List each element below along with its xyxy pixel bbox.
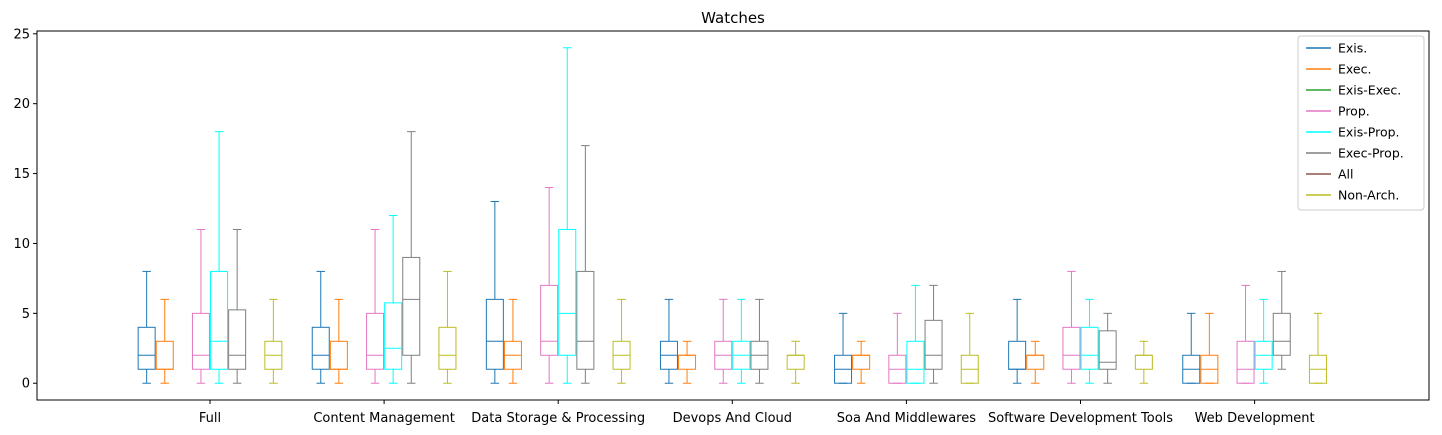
box-1-1 xyxy=(329,298,348,384)
box-body xyxy=(384,302,403,370)
box-7-0 xyxy=(264,298,283,384)
y-tick-label: 10 xyxy=(13,237,30,252)
box-3-5 xyxy=(1062,270,1081,384)
box-1-6 xyxy=(1200,312,1219,384)
box-0-5 xyxy=(1008,298,1027,384)
y-tick-label: 15 xyxy=(13,167,30,182)
y-tick-label: 5 xyxy=(22,307,30,322)
box-5-3 xyxy=(750,298,769,384)
box-5-0 xyxy=(228,228,247,384)
box-body xyxy=(210,270,229,370)
box-body xyxy=(678,354,697,370)
box-4-6 xyxy=(1254,298,1273,384)
y-tick-label: 0 xyxy=(22,377,30,392)
box-body xyxy=(558,228,577,356)
x-tick-label: Soa And Middlewares xyxy=(837,411,976,426)
y-tick-label: 20 xyxy=(13,97,30,112)
box-body xyxy=(540,284,559,356)
box-0-3 xyxy=(659,298,678,384)
x-tick-label: Content Management xyxy=(313,411,454,426)
x-tick-label: Software Development Tools xyxy=(988,411,1173,426)
box-body xyxy=(1062,326,1081,370)
box-0-0 xyxy=(137,270,156,384)
box-3-4 xyxy=(888,312,907,384)
x-tick-label: Web Development xyxy=(1195,411,1315,426)
x-tick-label: Full xyxy=(199,411,221,426)
y-tick-label: 25 xyxy=(13,27,30,42)
legend-label: Non-Arch. xyxy=(1338,188,1399,203)
box-7-5 xyxy=(1134,340,1153,384)
box-7-2 xyxy=(612,298,631,384)
box-body xyxy=(852,354,871,370)
box-1-5 xyxy=(1026,340,1045,384)
box-body xyxy=(366,312,385,370)
box-body xyxy=(137,326,156,370)
box-body xyxy=(155,340,174,370)
box-4-0 xyxy=(210,131,229,384)
legend-label: Exec. xyxy=(1338,62,1371,77)
legend-label: Exis-Prop. xyxy=(1338,125,1400,140)
box-5-1 xyxy=(402,131,421,384)
box-body xyxy=(1008,340,1027,370)
box-5-4 xyxy=(924,284,943,384)
legend-label: Exis. xyxy=(1338,41,1367,56)
box-3-0 xyxy=(191,228,210,384)
plot-marks xyxy=(137,47,1327,384)
box-body xyxy=(906,340,925,384)
box-body xyxy=(1272,312,1291,356)
y-axis: 0 5 10 15 20 25 xyxy=(13,27,37,392)
box-body xyxy=(1026,354,1045,370)
box-body xyxy=(1098,330,1117,370)
box-1-2 xyxy=(503,298,522,384)
box-4-3 xyxy=(732,298,751,384)
box-0-2 xyxy=(485,201,504,384)
box-body xyxy=(1236,340,1255,384)
box-3-6 xyxy=(1236,284,1255,384)
chart-title: Watches xyxy=(701,9,765,27)
legend-box xyxy=(1297,35,1425,211)
box-1-4 xyxy=(852,340,871,384)
box-0-1 xyxy=(311,270,330,384)
box-0-6 xyxy=(1182,312,1201,384)
legend-label: All xyxy=(1338,167,1354,182)
box-7-4 xyxy=(960,312,979,384)
box-body xyxy=(1080,326,1099,370)
box-5-5 xyxy=(1098,312,1117,384)
legend-label: Exec-Prop. xyxy=(1338,146,1404,161)
x-axis: Full Content Management Data Storage & Pro… xyxy=(199,400,1315,426)
box-3-3 xyxy=(714,298,733,384)
box-1-3 xyxy=(678,340,697,384)
box-body xyxy=(576,270,595,370)
box-body xyxy=(311,326,330,370)
box-5-2 xyxy=(576,145,595,384)
box-body xyxy=(191,312,210,370)
legend-label: Prop. xyxy=(1338,104,1370,119)
box-3-2 xyxy=(540,187,559,384)
legend: Exis. Exec. Exis-Exec. Prop. Exis-Prop. Exec-… xyxy=(1297,35,1425,211)
box-5-6 xyxy=(1272,270,1291,370)
box-4-5 xyxy=(1080,298,1099,384)
legend-label: Exis-Exec. xyxy=(1338,83,1401,98)
x-tick-label: Data Storage & Processing xyxy=(471,411,645,426)
box-4-2 xyxy=(558,47,577,384)
box-0-4 xyxy=(834,312,853,384)
box-body xyxy=(1134,354,1153,370)
box-body xyxy=(786,354,805,370)
box-body xyxy=(924,319,943,370)
box-body xyxy=(402,256,421,356)
box-4-4 xyxy=(906,284,925,384)
box-7-1 xyxy=(438,270,457,384)
plot-frame xyxy=(36,30,1430,401)
box-body xyxy=(438,326,457,370)
box-body xyxy=(228,309,247,370)
x-tick-label: Devops And Cloud xyxy=(673,411,792,426)
box-body xyxy=(329,340,348,370)
box-3-1 xyxy=(366,228,385,384)
box-7-3 xyxy=(786,340,805,384)
box-1-0 xyxy=(155,298,174,384)
box-body xyxy=(485,298,504,370)
box-7-6 xyxy=(1308,312,1327,384)
box-4-1 xyxy=(384,215,403,384)
